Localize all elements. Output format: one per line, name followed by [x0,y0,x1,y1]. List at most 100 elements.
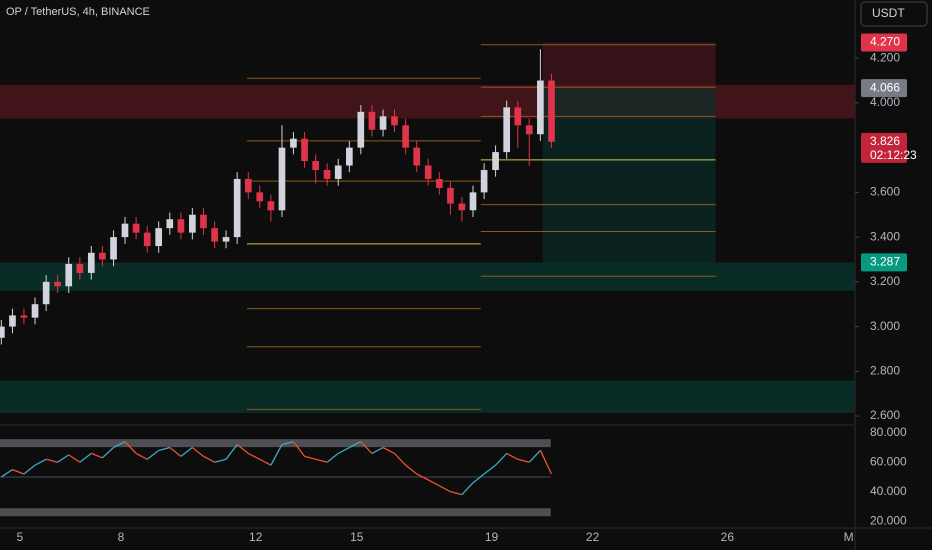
candle-body [222,237,230,242]
rsi-segment [450,491,463,496]
candle-body [301,138,308,162]
last-price-bg [861,132,907,163]
zone [0,262,855,291]
rsi-tick-label: 80.000 [870,425,907,439]
candle-body [548,80,555,142]
candle-body [357,111,365,148]
rsi-segment [236,444,249,454]
candle-body [391,116,398,126]
candle-body [334,165,342,179]
x-tick-label: 22 [586,530,600,544]
candle-body [42,281,50,305]
countdown: 02:12:23 [870,148,917,162]
rsi-segment [461,482,474,496]
rsi-segment [68,454,81,463]
candle-body [256,192,264,202]
candle-body [0,326,5,338]
candle-body [402,125,409,148]
rsi-segment [394,452,407,466]
rsi-segment [180,446,193,457]
candle-body [121,223,129,238]
chart-title: OP / TetherUS, 4h, BINANCE [6,6,150,18]
rsi-segment [79,452,92,463]
candle-body [379,116,387,130]
candle-body [189,214,196,233]
x-tick-label: 8 [118,530,125,544]
candle-body [323,170,331,179]
x-tick-label: M [844,530,854,544]
candle-body [132,223,140,233]
currency-button[interactable] [860,1,928,27]
candle-body [458,203,466,211]
stop-price-bg [861,33,907,52]
y-tick-label: 2.600 [870,408,900,422]
rsi-segment [113,441,126,449]
rsi-segment [483,464,496,475]
candle-body [110,237,117,260]
candle-body [211,228,218,242]
currency-label[interactable]: USDT [872,6,905,20]
candle-body [76,263,84,273]
candle-body [65,263,73,287]
rsi-segment [506,452,519,460]
rsi-segment [326,452,339,463]
stop-price: 4.270 [870,35,900,49]
rsi-segment [472,473,485,484]
rsi-segment [528,450,541,463]
candle-body [514,107,522,126]
candle-body [233,178,241,238]
rsi-segment [135,452,148,460]
stop-area [542,42,716,89]
y-tick-label: 4.200 [870,50,900,64]
target-area [542,88,716,263]
zone [0,85,855,119]
rsi-segment [124,441,137,454]
candle-body [87,252,95,273]
rsi-segment [91,452,103,459]
rsi-segment [405,464,418,475]
rsi-segment [439,485,451,493]
candle-body [413,147,421,166]
rsi-segment [315,458,328,463]
rsi-segment [337,446,350,454]
x-tick-label: 19 [485,530,499,544]
rsi-segment [203,455,215,463]
candle-body [424,165,432,179]
rsi-segment [225,444,238,460]
candle-body [267,201,275,211]
rsi-segment [214,458,227,463]
candle-body [447,187,454,204]
candle-body [312,161,320,170]
candle-body [525,125,533,135]
rsi-segment [292,441,306,457]
last-price: 3.826 [870,134,900,148]
candle-body [435,178,443,188]
candle-body [54,281,61,287]
rsi-segment [382,446,395,454]
candle-body [368,111,376,130]
zone [0,380,855,413]
rsi-segment [539,450,553,475]
rsi-segment [270,444,283,466]
candle-body [346,147,353,166]
rsi-segment [146,449,160,460]
candle-body [503,107,511,153]
y-tick-label: 3.400 [870,229,900,243]
x-tick-label: 26 [721,530,735,544]
candle-body [99,252,106,260]
rsi-segment [23,464,36,475]
rsi-segment [416,473,429,481]
rsi-tick-label: 20.000 [870,513,907,527]
candle-body [480,170,488,193]
rsi-segment [45,458,58,463]
rsi-segment [281,440,294,446]
rsi-tick-label: 60.000 [870,454,907,468]
candle-body [469,192,477,211]
x-tick-label: 12 [249,530,263,544]
entry-price-bg [861,79,907,98]
candle-body [244,178,252,193]
y-tick-label: 3.200 [870,274,900,288]
y-tick-label: 3.000 [870,319,900,333]
y-tick-label: 4.000 [870,95,900,109]
candle-body [31,304,39,318]
